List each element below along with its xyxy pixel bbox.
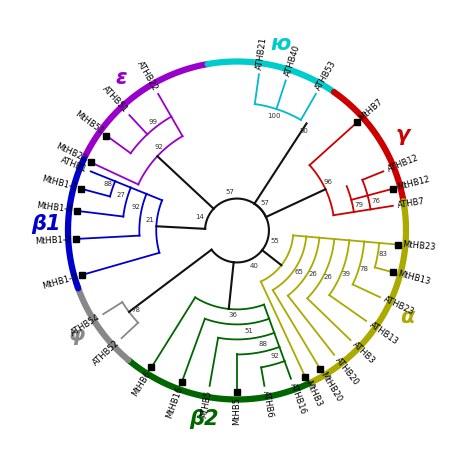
Text: 99: 99	[148, 119, 157, 125]
Text: 79: 79	[355, 201, 364, 207]
Text: MtHB1-2: MtHB1-2	[35, 235, 71, 246]
Text: 27: 27	[117, 192, 126, 198]
Text: MtHB1-4: MtHB1-4	[36, 201, 73, 215]
Text: ATHB53: ATHB53	[314, 59, 338, 92]
Text: 14: 14	[195, 214, 204, 220]
Text: 26: 26	[324, 274, 333, 280]
Text: MtHB20: MtHB20	[319, 371, 344, 404]
Text: ю: ю	[270, 34, 290, 54]
Text: 96: 96	[324, 179, 333, 185]
Text: 65: 65	[294, 269, 303, 275]
Text: MtHB23: MtHB23	[402, 241, 436, 252]
Text: ATHB21: ATHB21	[255, 36, 269, 70]
Text: ATHB16: ATHB16	[288, 382, 308, 416]
Text: ε: ε	[116, 67, 128, 88]
Text: ATHB51: ATHB51	[100, 84, 129, 115]
Text: ATHB7: ATHB7	[397, 196, 426, 210]
Text: α: α	[401, 307, 415, 327]
Text: MtHB7: MtHB7	[357, 97, 384, 123]
Text: MtHB22: MtHB22	[55, 142, 88, 164]
Text: 92: 92	[271, 353, 280, 359]
Text: MtHB3: MtHB3	[303, 379, 323, 408]
Text: MtHB16: MtHB16	[164, 385, 184, 420]
Text: 40: 40	[249, 263, 258, 269]
Text: MtHB51: MtHB51	[73, 110, 105, 136]
Text: 55: 55	[271, 238, 280, 244]
Text: 88: 88	[259, 341, 268, 347]
Text: 83: 83	[378, 251, 387, 257]
Text: 21: 21	[146, 217, 155, 223]
Text: 88: 88	[104, 181, 113, 187]
Text: MtHB12: MtHB12	[396, 175, 431, 192]
Text: β1: β1	[31, 214, 60, 234]
Text: ATHB3: ATHB3	[351, 340, 377, 366]
Text: 39: 39	[341, 272, 350, 278]
Text: ATHB20: ATHB20	[334, 356, 361, 387]
Text: 78: 78	[359, 266, 368, 272]
Text: MtHB13: MtHB13	[396, 269, 431, 286]
Text: 78: 78	[131, 307, 140, 313]
Text: β2: β2	[189, 409, 219, 429]
Text: 92: 92	[131, 204, 140, 210]
Text: MtHB1-3: MtHB1-3	[41, 272, 79, 291]
Text: ATHB52: ATHB52	[91, 338, 121, 367]
Text: MtHB1-1: MtHB1-1	[40, 174, 78, 192]
Text: 57: 57	[260, 200, 269, 206]
Text: ATHB23: ATHB23	[383, 295, 416, 317]
Text: ATHB12: ATHB12	[386, 153, 420, 174]
Text: ATHB54: ATHB54	[69, 313, 101, 338]
Text: ATHB40: ATHB40	[283, 43, 301, 77]
Text: 57: 57	[226, 189, 235, 195]
Text: 76: 76	[371, 198, 380, 204]
Text: ATHB6: ATHB6	[261, 390, 274, 419]
Text: ATHB13: ATHB13	[367, 320, 400, 346]
Text: MtHB6: MtHB6	[130, 369, 153, 398]
Text: 26: 26	[308, 271, 317, 277]
Text: 100: 100	[267, 113, 281, 119]
Text: 51: 51	[245, 328, 254, 334]
Text: ATHB22: ATHB22	[136, 59, 160, 92]
Text: 36: 36	[228, 312, 237, 318]
Text: MtHB5: MtHB5	[233, 397, 241, 425]
Text: γ: γ	[396, 125, 410, 145]
Text: φ: φ	[68, 325, 84, 345]
Text: 50: 50	[300, 128, 309, 134]
Text: ATHB5: ATHB5	[200, 390, 213, 419]
Text: ATHB1: ATHB1	[59, 155, 88, 174]
Text: 92: 92	[155, 144, 164, 150]
